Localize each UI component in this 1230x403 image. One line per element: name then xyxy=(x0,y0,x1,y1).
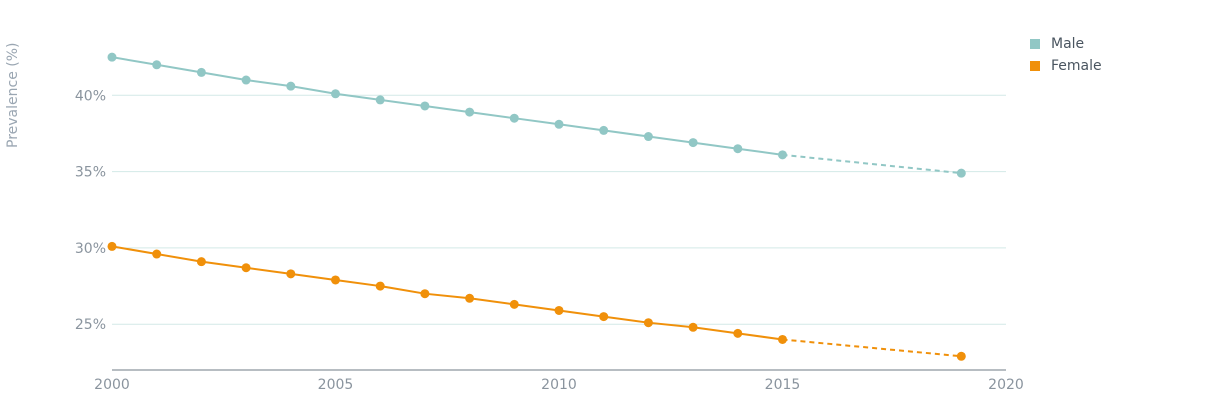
data-point-male[interactable] xyxy=(643,132,653,142)
series-projection-female xyxy=(782,338,962,358)
y-tick-label: 40% xyxy=(75,88,106,104)
data-point-female[interactable] xyxy=(599,312,609,322)
data-point-male[interactable] xyxy=(778,150,787,160)
data-point-female[interactable] xyxy=(286,269,296,279)
data-point-male[interactable] xyxy=(286,81,296,91)
data-point-male[interactable] xyxy=(331,89,340,99)
data-point-male[interactable] xyxy=(956,168,966,178)
data-point-male[interactable] xyxy=(688,138,698,148)
data-point-female[interactable] xyxy=(509,299,519,309)
data-point-female[interactable] xyxy=(688,322,698,332)
data-point-male[interactable] xyxy=(196,67,206,77)
legend-label-male: Male xyxy=(1051,36,1085,52)
x-tick-label: 2005 xyxy=(318,377,354,393)
data-point-female[interactable] xyxy=(152,249,162,259)
series-projection-male xyxy=(782,153,962,175)
data-point-female[interactable] xyxy=(331,275,340,285)
data-point-female[interactable] xyxy=(196,257,206,267)
legend-swatch-male xyxy=(1030,39,1040,49)
y-tick-label: 35% xyxy=(75,165,106,181)
data-point-male[interactable] xyxy=(465,107,475,117)
legend-item-female[interactable]: Female xyxy=(1030,55,1102,77)
y-tick-label: 25% xyxy=(75,317,106,333)
series-line-female xyxy=(111,245,783,341)
series-line-male xyxy=(111,56,783,156)
x-tick-label: 2020 xyxy=(988,377,1024,393)
axes: 25% 30% 35% 40% 2000 2005 2010 2015 2020 xyxy=(75,88,1024,393)
data-point-male[interactable] xyxy=(554,119,564,129)
series-layer xyxy=(107,52,966,361)
data-point-female[interactable] xyxy=(733,328,743,338)
data-point-female[interactable] xyxy=(465,293,475,303)
x-tick-label: 2010 xyxy=(541,377,577,393)
data-point-male[interactable] xyxy=(509,113,519,123)
data-point-male[interactable] xyxy=(152,60,162,70)
data-point-male[interactable] xyxy=(599,125,609,135)
data-point-female[interactable] xyxy=(956,351,966,361)
legend-item-male[interactable]: Male xyxy=(1030,33,1102,55)
x-tick-label: 2015 xyxy=(765,377,801,393)
legend-swatch-female xyxy=(1030,61,1040,71)
data-point-female[interactable] xyxy=(241,263,251,273)
grid xyxy=(112,94,1006,325)
x-tick-label: 2000 xyxy=(94,377,130,393)
data-point-female[interactable] xyxy=(778,334,787,344)
data-point-male[interactable] xyxy=(733,144,743,154)
data-point-male[interactable] xyxy=(420,101,430,111)
y-axis-label: Prevalence (%) xyxy=(5,43,21,149)
data-point-male[interactable] xyxy=(107,52,117,62)
y-tick-label: 30% xyxy=(75,241,106,257)
data-point-male[interactable] xyxy=(375,95,385,105)
data-point-female[interactable] xyxy=(643,318,653,328)
legend: Male Female xyxy=(1030,33,1102,77)
data-point-female[interactable] xyxy=(554,305,564,315)
data-point-female[interactable] xyxy=(420,289,430,299)
data-point-female[interactable] xyxy=(107,241,117,251)
data-point-male[interactable] xyxy=(241,75,251,85)
data-point-female[interactable] xyxy=(375,281,385,291)
legend-label-female: Female xyxy=(1051,58,1102,74)
